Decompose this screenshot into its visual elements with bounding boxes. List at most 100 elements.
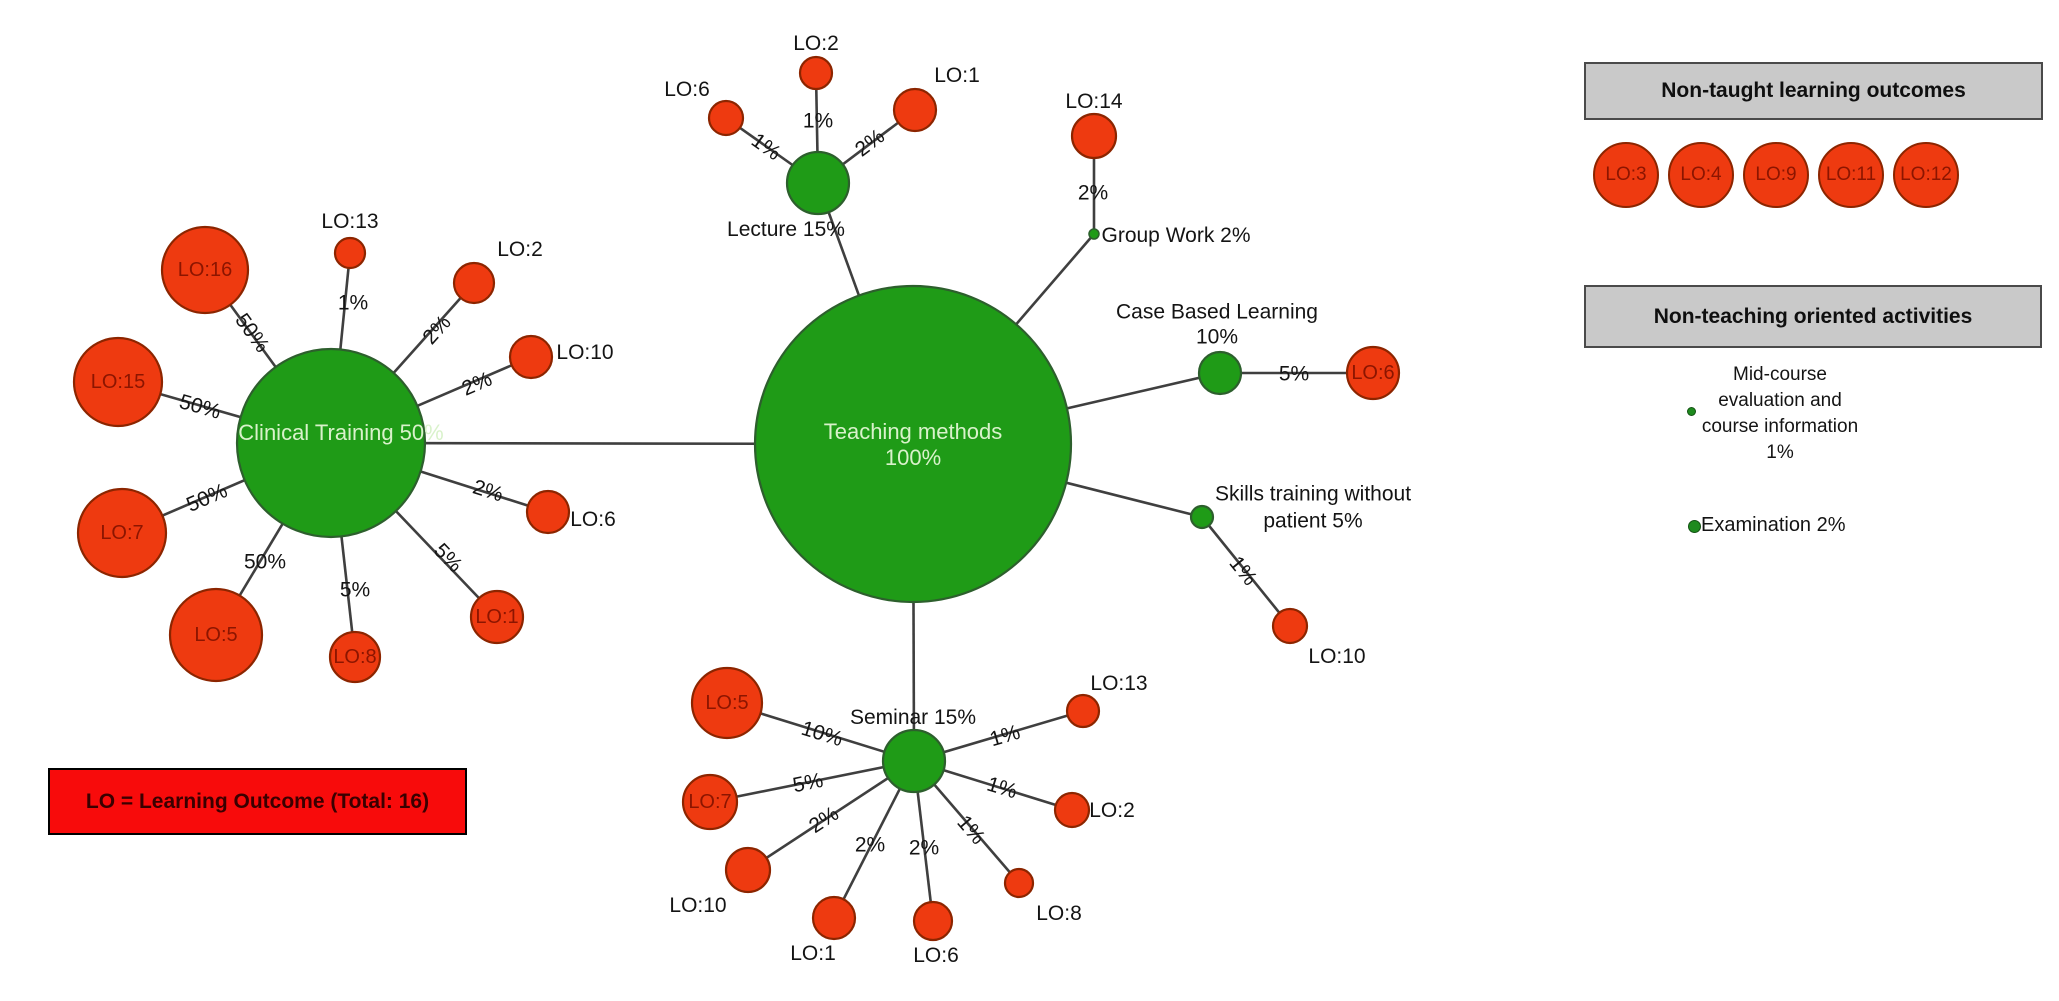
non-taught-outcomes-title: Non-taught learning outcomes <box>1661 79 1966 102</box>
node-label-sk-lo10: LO:10 <box>1308 645 1365 668</box>
node-lo14 <box>1070 112 1118 160</box>
node-cl-lo7 <box>76 487 168 579</box>
node-label-lecture: Lecture 15% <box>727 218 845 241</box>
node-label-cl-lo1: LO:1 <box>475 606 518 628</box>
node-sem-lo2 <box>1053 791 1091 829</box>
node-label-sem-lo7: LO:7 <box>688 791 731 813</box>
node-cl-lo6 <box>525 489 571 535</box>
node-label-groupwork: Group Work 2% <box>1102 224 1251 247</box>
midcourse-line-1: Mid-course <box>1733 364 1827 385</box>
edge-label-seminar-sem-lo5: 10% <box>799 717 846 751</box>
edge-label-clinical-cl-lo1: 5% <box>429 539 467 577</box>
edge-label-clinical-cl-lo16: 50% <box>230 309 273 357</box>
node-label-sem-lo13: LO:13 <box>1090 672 1147 695</box>
edge-label-lecture-lec-lo6: 1% <box>747 129 785 165</box>
edge-seminar-sem-lo7 <box>709 759 915 804</box>
node-sk-lo10 <box>1271 607 1309 645</box>
node-cl-lo16 <box>160 225 250 315</box>
edge-label-lecture-lec-lo1: 2% <box>851 125 889 162</box>
node-label-sem-lo10: LO:10 <box>669 894 726 917</box>
node-cbl <box>1197 350 1243 396</box>
node-label-sem-lo2: LO:2 <box>1089 799 1135 822</box>
edge-label-cbl-cbl-lo6: 5% <box>1279 363 1309 386</box>
node-label-cl-lo15: LO:15 <box>91 371 145 393</box>
node-sem-lo13 <box>1065 693 1101 729</box>
node-label-skills: Skills training without patient 5% <box>1215 482 1411 532</box>
node-label-lec-lo6: LO:6 <box>664 78 710 101</box>
node-label-sem-lo8: LO:8 <box>1036 902 1082 925</box>
node-lec-lo2 <box>798 55 834 91</box>
midcourse-bullet-dot <box>1687 407 1696 416</box>
node-sem-lo6 <box>912 900 954 942</box>
lo-legend-text: LO = Learning Outcome (Total: 16) <box>85 789 430 813</box>
node-label-sem-lo6: LO:6 <box>913 944 959 967</box>
node-cl-lo8 <box>328 630 382 684</box>
node-lecture <box>785 150 851 216</box>
edge-label-clinical-cl-lo15: 50% <box>177 390 224 424</box>
node-label-cl-lo5: LO:5 <box>194 624 237 646</box>
midcourse-evaluation-item: Mid-course evaluation and course informa… <box>1680 362 1880 466</box>
non-teaching-activities-header: Non-teaching oriented activities <box>1584 285 2042 348</box>
node-sem-lo5 <box>690 666 764 740</box>
node-label-lec-lo2: LO:2 <box>793 32 839 55</box>
node-cl-lo2 <box>452 261 496 305</box>
edge-label-groupwork-lo14: 2% <box>1078 182 1108 205</box>
edge-label-seminar-sem-lo10: 2% <box>805 802 843 838</box>
edge-label-seminar-sem-lo6: 2% <box>909 837 939 860</box>
node-seminar <box>881 728 947 794</box>
node-teaching <box>753 284 1073 604</box>
node-sem-lo10 <box>724 846 772 894</box>
lo-legend-box: LO = Learning Outcome (Total: 16) <box>48 768 467 835</box>
node-cl-lo13 <box>333 236 367 270</box>
non-taught-outcomes-header: Non-taught learning outcomes <box>1584 62 2043 120</box>
midcourse-line-3: course information <box>1701 416 1859 437</box>
node-lec-lo6 <box>707 99 745 137</box>
non-taught-lo-circle-lo-11: LO:11 <box>1818 142 1884 208</box>
non-taught-lo-circle-lo-12: LO:12 <box>1893 142 1959 208</box>
edge-label-clinical-cl-lo13: 1% <box>338 292 368 315</box>
edge-label-seminar-sem-lo13: 1% <box>987 721 1023 752</box>
node-label-cl-lo10: LO:10 <box>556 341 613 364</box>
node-label-cl-lo13: LO:13 <box>321 210 378 233</box>
node-clinical <box>235 347 427 539</box>
node-label-teaching: Teaching methods 100% <box>824 419 1003 470</box>
node-label-cl-lo2: LO:2 <box>497 238 543 261</box>
node-label-cl-lo7: LO:7 <box>100 522 143 544</box>
edge-label-clinical-cl-lo8: 5% <box>340 579 370 602</box>
non-taught-outcomes-list: LO:3 LO:4 LO:9 LO:11 LO:12 <box>1593 142 1959 208</box>
non-taught-lo-circle-lo-3: LO:3 <box>1593 142 1659 208</box>
non-taught-lo-circle-lo-4: LO:4 <box>1668 142 1734 208</box>
examination-bullet-dot <box>1688 520 1701 533</box>
node-label-sem-lo5: LO:5 <box>705 692 748 714</box>
node-cl-lo1 <box>469 589 525 645</box>
node-groupwork <box>1088 228 1100 240</box>
node-label-cl-lo8: LO:8 <box>333 646 376 668</box>
edge-label-clinical-cl-lo7: 50% <box>183 479 231 517</box>
node-label-seminar: Seminar 15% <box>850 706 976 729</box>
edge-label-seminar-sem-lo1: 2% <box>855 834 885 857</box>
node-sem-lo8 <box>1003 867 1035 899</box>
node-sem-lo1 <box>811 895 857 941</box>
node-label-cl-lo16: LO:16 <box>178 259 232 281</box>
node-cl-lo10 <box>508 334 554 380</box>
midcourse-line-2: evaluation and <box>1718 390 1842 411</box>
edge-label-lecture-lec-lo2: 1% <box>803 110 833 133</box>
edge-label-clinical-cl-lo10: 2% <box>459 367 496 400</box>
node-lec-lo1 <box>892 87 938 133</box>
node-cl-lo15 <box>72 336 164 428</box>
non-taught-lo-circle-lo-9: LO:9 <box>1743 142 1809 208</box>
edge-seminar-sem-lo10 <box>747 759 915 872</box>
node-cbl-lo6 <box>1345 345 1401 401</box>
node-label-cl-lo6: LO:6 <box>570 508 616 531</box>
node-label-cbl: Case Based Learning 10% <box>1116 300 1318 348</box>
node-label-lo14: LO:14 <box>1065 90 1123 113</box>
midcourse-line-4: 1% <box>1766 442 1794 463</box>
node-label-cbl-lo6: LO:6 <box>1351 362 1394 384</box>
node-cl-lo5 <box>168 587 264 683</box>
edge-label-seminar-sem-lo2: 1% <box>984 773 1020 804</box>
node-skills <box>1189 504 1215 530</box>
edge-label-clinical-cl-lo2: 2% <box>418 311 455 349</box>
node-label-clinical: Clinical Training 50% <box>238 420 443 445</box>
